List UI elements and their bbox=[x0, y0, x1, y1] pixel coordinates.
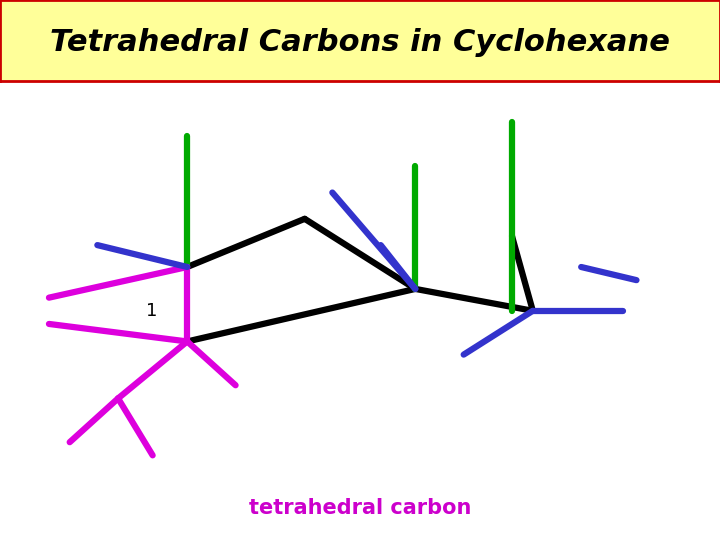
Text: 1: 1 bbox=[145, 302, 157, 320]
Text: tetrahedral carbon: tetrahedral carbon bbox=[249, 497, 471, 518]
Text: Tetrahedral Carbons in Cyclohexane: Tetrahedral Carbons in Cyclohexane bbox=[50, 28, 670, 57]
